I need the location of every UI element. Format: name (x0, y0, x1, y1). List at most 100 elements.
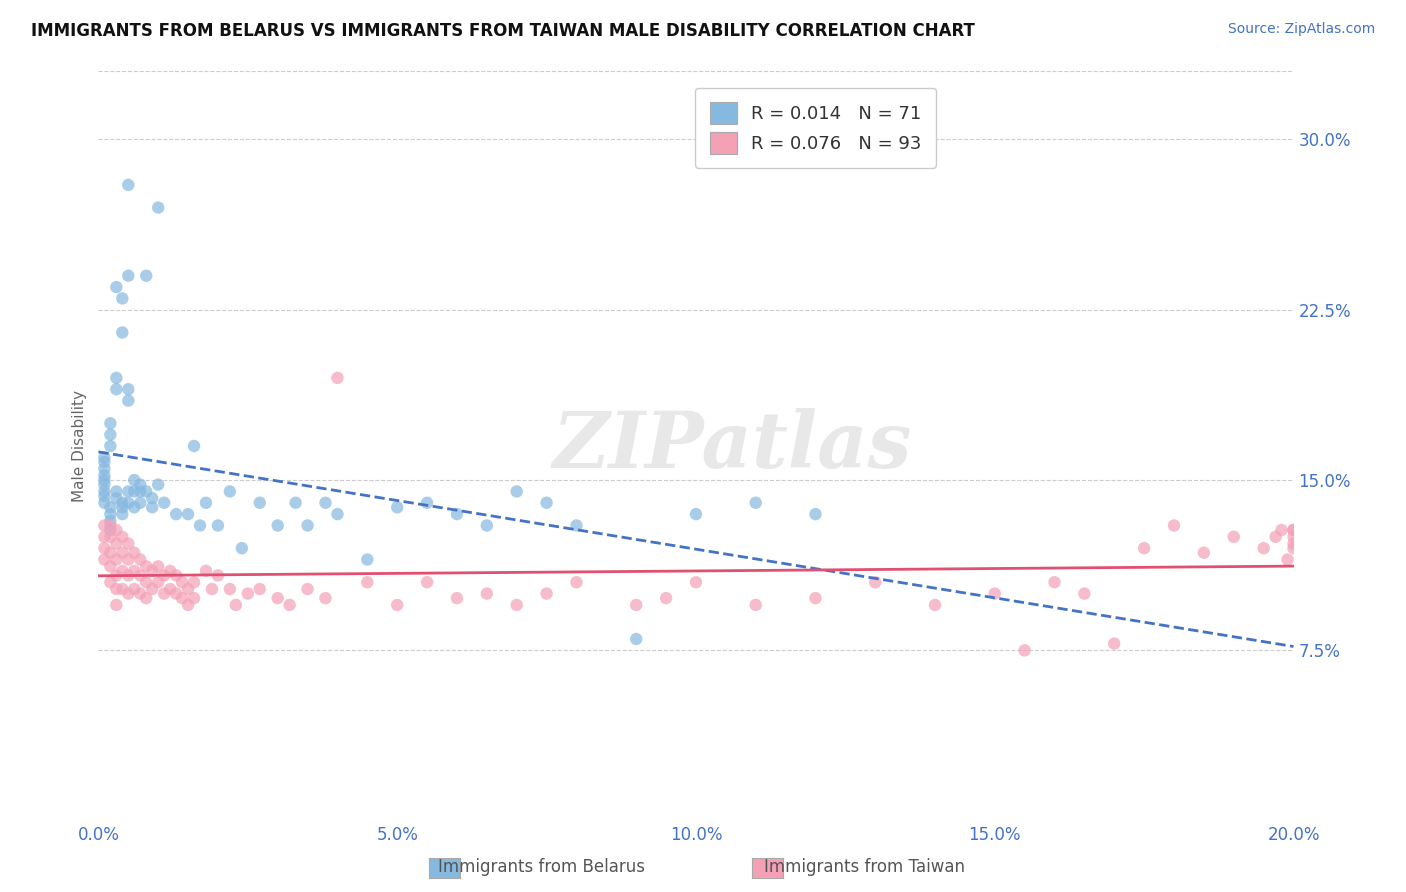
Point (98, 507, 122, 521)
Point (141, 500, 163, 515)
Point (315, 591, 337, 606)
Text: Immigrants from Taiwan: Immigrants from Taiwan (765, 858, 965, 876)
Point (105, 371, 128, 385)
Point (117, 393, 139, 408)
Point (124, 582, 146, 596)
Point (98, 500, 122, 515)
Point (111, 564, 134, 578)
Point (1282, 536, 1305, 550)
Point (284, 496, 307, 510)
Point (135, 268, 157, 283)
Point (105, 491, 128, 506)
Point (117, 484, 139, 499)
Point (98, 417, 122, 431)
Point (506, 484, 529, 499)
Point (1282, 523, 1305, 537)
Point (177, 582, 200, 596)
Point (165, 568, 187, 582)
Point (124, 484, 146, 499)
Point (105, 552, 128, 566)
Point (236, 586, 259, 600)
Point (98, 514, 122, 528)
Point (141, 582, 163, 596)
Text: Immigrants from Belarus: Immigrants from Belarus (437, 858, 645, 876)
Point (98, 575, 122, 590)
Point (93, 518, 115, 533)
Point (93, 552, 115, 566)
Point (1282, 530, 1305, 544)
Point (231, 541, 253, 556)
Point (129, 496, 152, 510)
Point (1163, 518, 1185, 533)
Text: IMMIGRANTS FROM BELARUS VS IMMIGRANTS FROM TAIWAN MALE DISABILITY CORRELATION CH: IMMIGRANTS FROM BELARUS VS IMMIGRANTS FR… (31, 22, 974, 40)
Point (141, 564, 163, 578)
Point (1223, 530, 1246, 544)
Point (111, 507, 134, 521)
Point (135, 559, 157, 574)
Point (159, 564, 181, 578)
Point (446, 591, 468, 606)
Point (315, 496, 337, 510)
Point (267, 591, 290, 606)
Point (117, 496, 139, 510)
Point (201, 582, 224, 596)
Point (865, 575, 887, 590)
Point (105, 598, 128, 612)
Point (195, 496, 218, 510)
Point (225, 598, 247, 612)
Point (124, 473, 146, 487)
Point (326, 371, 349, 385)
Point (111, 292, 134, 306)
Point (267, 518, 290, 533)
Text: Source: ZipAtlas.com: Source: ZipAtlas.com (1227, 22, 1375, 37)
Point (105, 536, 128, 550)
Point (536, 496, 558, 510)
Point (93, 450, 115, 465)
Point (385, 500, 409, 515)
Point (1043, 575, 1066, 590)
Point (297, 518, 319, 533)
Point (135, 591, 157, 606)
Point (98, 518, 122, 533)
Point (105, 568, 128, 582)
Point (804, 507, 827, 521)
Point (172, 575, 194, 590)
Point (177, 507, 200, 521)
Point (219, 484, 242, 499)
Point (195, 564, 218, 578)
Point (655, 591, 678, 606)
Point (124, 564, 146, 578)
Point (685, 575, 707, 590)
Point (129, 568, 152, 582)
Point (165, 586, 187, 600)
Point (207, 568, 229, 582)
Point (129, 484, 152, 499)
Point (1104, 636, 1126, 650)
Point (98, 523, 122, 537)
Point (172, 591, 194, 606)
Point (105, 484, 128, 499)
Point (249, 496, 271, 510)
Point (1253, 541, 1275, 556)
Point (446, 507, 468, 521)
Point (506, 598, 529, 612)
Point (1192, 546, 1215, 560)
Point (356, 552, 378, 566)
Point (93, 496, 115, 510)
Point (924, 598, 946, 612)
Point (249, 582, 271, 596)
Point (159, 582, 181, 596)
Point (1277, 552, 1299, 566)
Point (416, 496, 439, 510)
Point (153, 496, 176, 510)
Point (183, 591, 205, 606)
Point (745, 496, 768, 510)
Point (148, 477, 170, 491)
Point (135, 575, 157, 590)
Point (685, 507, 707, 521)
Point (98, 559, 122, 574)
Legend: R = 0.014   N = 71, R = 0.076   N = 93: R = 0.014 N = 71, R = 0.076 N = 93 (695, 88, 936, 168)
Point (153, 586, 176, 600)
Point (1264, 530, 1286, 544)
Point (129, 552, 152, 566)
